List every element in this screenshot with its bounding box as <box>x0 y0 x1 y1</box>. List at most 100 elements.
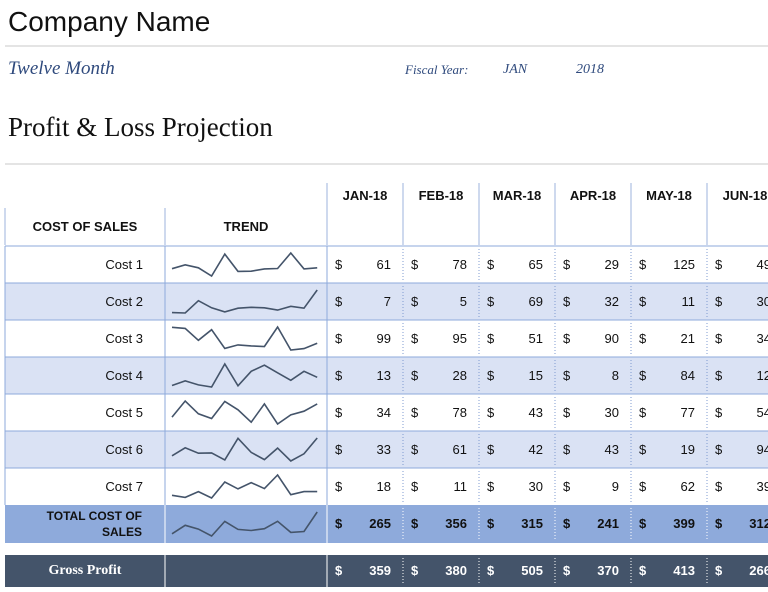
section-header: COST OF SALES <box>32 219 138 234</box>
currency-symbol: $ <box>639 441 647 457</box>
amount: 42 <box>528 441 543 457</box>
amount: 43 <box>604 441 619 457</box>
currency-symbol: $ <box>715 330 723 346</box>
period: Twelve Month <box>8 58 115 79</box>
amount: 370 <box>597 563 619 578</box>
currency-symbol: $ <box>715 563 723 578</box>
amount: 51 <box>528 330 543 346</box>
amount: 43 <box>528 404 543 420</box>
amount: 61 <box>376 256 391 272</box>
amount: 399 <box>673 516 695 531</box>
amount: 39 <box>756 478 768 494</box>
currency-symbol: $ <box>335 478 343 494</box>
currency-symbol: $ <box>715 404 723 420</box>
currency-symbol: $ <box>563 404 571 420</box>
currency-symbol: $ <box>335 404 343 420</box>
amount: 34 <box>756 330 768 346</box>
sparkline <box>171 473 318 499</box>
amount: 33 <box>376 441 391 457</box>
sparkline <box>171 289 318 314</box>
sparkline <box>171 251 318 278</box>
currency-symbol: $ <box>487 441 495 457</box>
amount: 356 <box>445 516 467 531</box>
currency-symbol: $ <box>715 367 723 383</box>
amount: 95 <box>452 330 467 346</box>
currency-symbol: $ <box>487 563 495 578</box>
amount: 312 <box>749 516 768 531</box>
amount: 315 <box>521 516 543 531</box>
amount: 380 <box>445 563 467 578</box>
sparkline <box>171 362 318 388</box>
row-label: Cost 7 <box>105 478 143 494</box>
amount: 266 <box>749 563 768 578</box>
amount: 54 <box>756 404 768 420</box>
row-band <box>5 283 768 320</box>
sparkline <box>171 511 318 537</box>
currency-symbol: $ <box>639 330 647 346</box>
amount: 65 <box>528 256 543 272</box>
amount: 8 <box>611 367 619 383</box>
month-header: APR-18 <box>569 188 617 203</box>
currency-symbol: $ <box>563 293 571 309</box>
amount: 505 <box>521 563 543 578</box>
amount: 19 <box>680 441 695 457</box>
amount: 90 <box>604 330 619 346</box>
currency-symbol: $ <box>487 293 495 309</box>
currency-symbol: $ <box>335 256 343 272</box>
amount: 32 <box>604 293 619 309</box>
row-band <box>5 431 768 468</box>
currency-symbol: $ <box>487 367 495 383</box>
currency-symbol: $ <box>715 256 723 272</box>
currency-symbol: $ <box>715 441 723 457</box>
currency-symbol: $ <box>335 293 343 309</box>
currency-symbol: $ <box>563 256 571 272</box>
company-name: Company Name <box>8 6 211 37</box>
currency-symbol: $ <box>487 256 495 272</box>
amount: 125 <box>673 256 695 272</box>
amount: 49 <box>756 256 768 272</box>
currency-symbol: $ <box>411 478 419 494</box>
currency-symbol: $ <box>487 330 495 346</box>
currency-symbol: $ <box>639 563 647 578</box>
currency-symbol: $ <box>563 367 571 383</box>
amount: 77 <box>680 404 695 420</box>
currency-symbol: $ <box>411 516 419 531</box>
row-label: Cost 6 <box>105 441 143 457</box>
gross-profit-label: Gross Profit <box>48 563 122 578</box>
month-header: FEB-18 <box>418 188 464 203</box>
currency-symbol: $ <box>563 516 571 531</box>
amount: 94 <box>756 441 768 457</box>
currency-symbol: $ <box>639 367 647 383</box>
amount: 21 <box>680 330 695 346</box>
report-title: Profit & Loss Projection <box>8 112 273 142</box>
amount: 61 <box>452 441 467 457</box>
trend-header: TREND <box>223 219 269 234</box>
fiscal-year-label: Fiscal Year: <box>405 62 469 77</box>
currency-symbol: $ <box>487 404 495 420</box>
row-label: Cost 5 <box>105 404 143 420</box>
amount: 28 <box>452 367 467 383</box>
currency-symbol: $ <box>563 563 571 578</box>
month-header: MAY-18 <box>646 188 692 203</box>
row-band <box>5 357 768 394</box>
amount: 30 <box>756 293 768 309</box>
amount: 9 <box>611 478 619 494</box>
month-header: MAR-18 <box>492 188 542 203</box>
currency-symbol: $ <box>639 404 647 420</box>
amount: 15 <box>528 367 543 383</box>
amount: 18 <box>376 478 391 494</box>
currency-symbol: $ <box>639 293 647 309</box>
amount: 78 <box>452 256 467 272</box>
currency-symbol: $ <box>335 367 343 383</box>
row-label: Cost 1 <box>105 256 143 272</box>
currency-symbol: $ <box>639 478 647 494</box>
row-label: Cost 3 <box>105 330 143 346</box>
gross-profit-row <box>5 555 768 587</box>
currency-symbol: $ <box>335 330 343 346</box>
amount: 69 <box>528 293 543 309</box>
currency-symbol: $ <box>715 478 723 494</box>
amount: 99 <box>376 330 391 346</box>
currency-symbol: $ <box>563 330 571 346</box>
amount: 30 <box>528 478 543 494</box>
amount: 30 <box>604 404 619 420</box>
